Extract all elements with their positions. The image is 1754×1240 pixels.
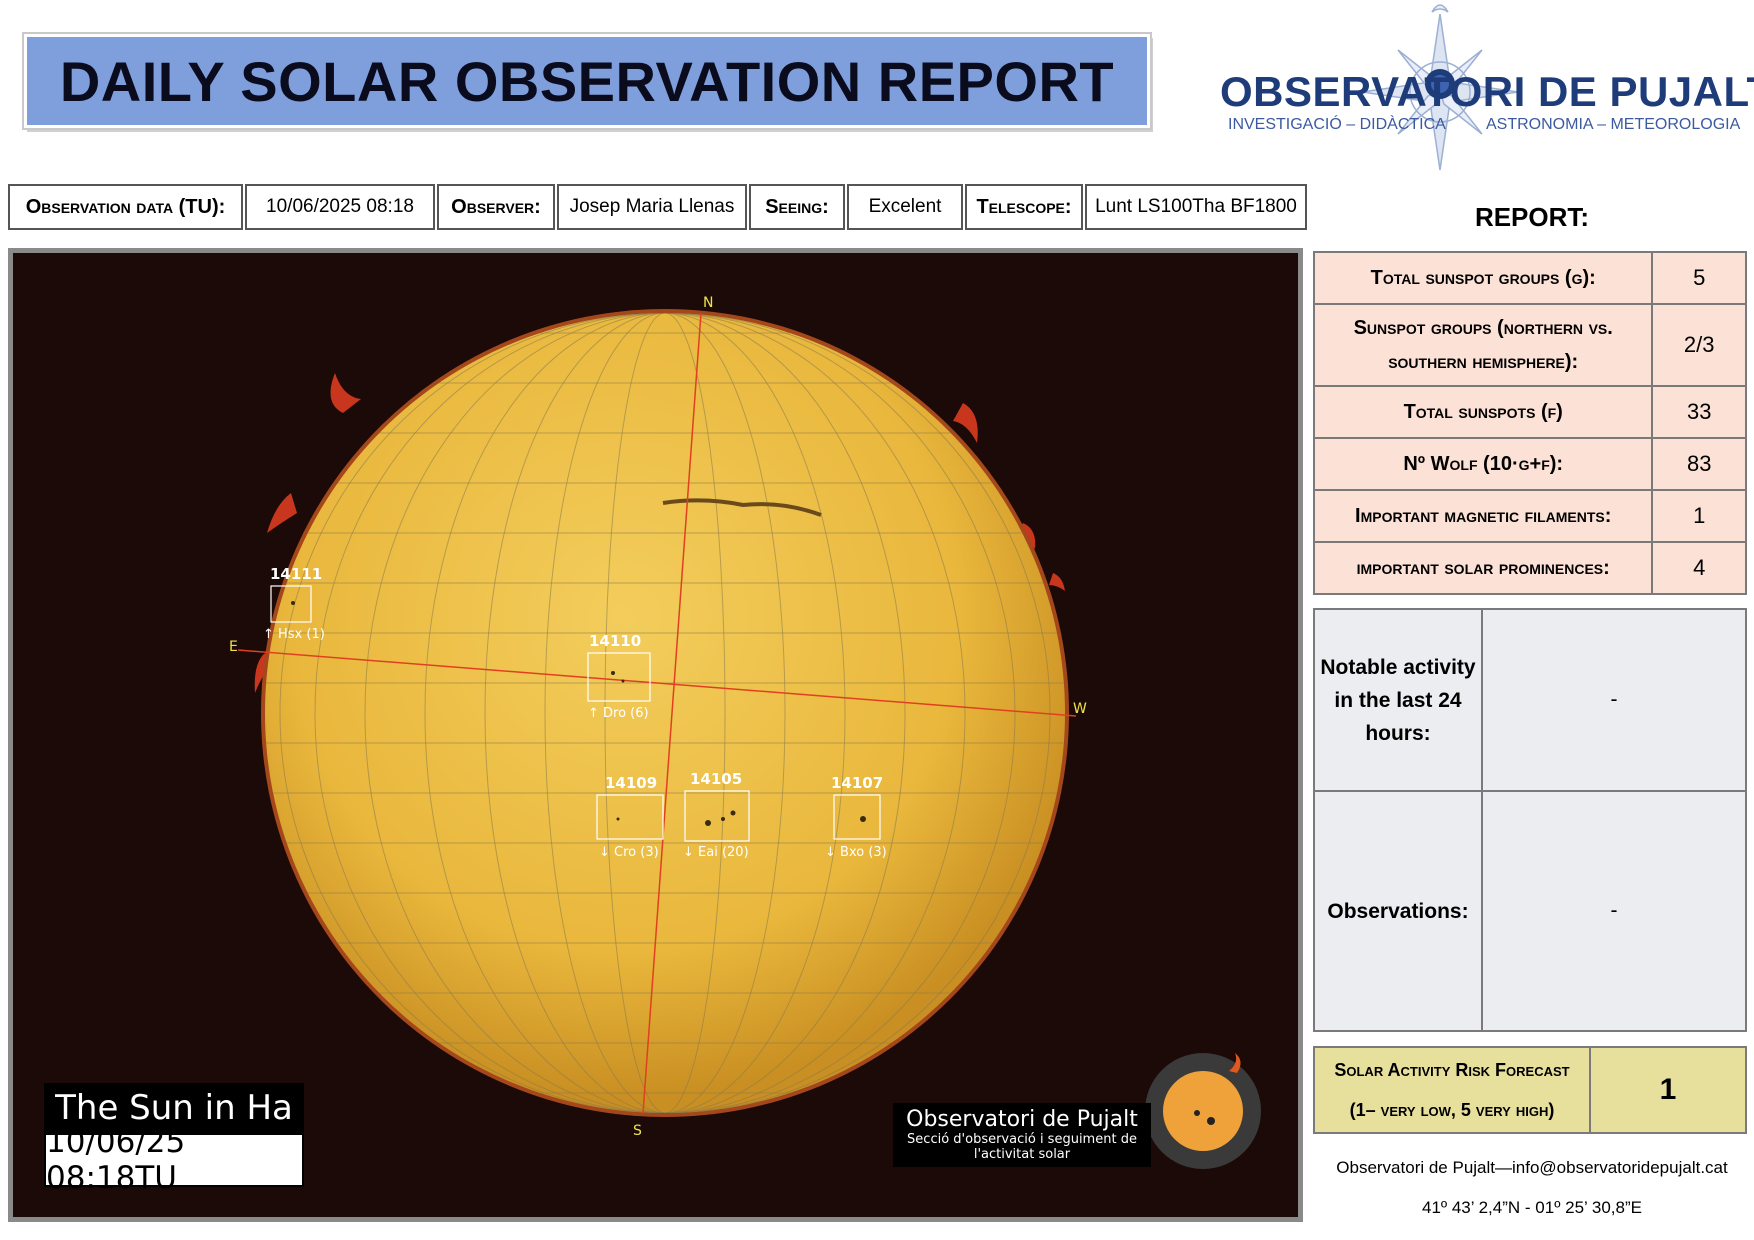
wolf-number-value: 83 [1651, 437, 1747, 491]
report-heading: REPORT: [1474, 202, 1590, 232]
region-id-14105: 14105 [690, 770, 742, 788]
report-row: Sunspot groups (northern vs. southern he… [1312, 303, 1747, 387]
observations-row: Observations: - [1313, 790, 1747, 1032]
logo-name: OBSERVATORI DE PUJALT [1220, 68, 1754, 115]
filaments-value: 1 [1651, 489, 1747, 543]
observation-date-label: Observation data (TU): [8, 184, 243, 230]
hemisphere-groups-value: 2/3 [1651, 303, 1747, 387]
image-caption-title: The Sun in Ha [44, 1083, 304, 1133]
title-banner: DAILY SOLAR OBSERVATION REPORT [22, 32, 1152, 130]
cardinal-n: N [703, 295, 713, 311]
risk-forecast-table: Solar Activity Risk Forecast (1– very lo… [1313, 1046, 1747, 1134]
region-class-14109: ↓ Cro (3) [599, 845, 659, 860]
total-groups-value: 5 [1651, 251, 1747, 305]
seeing-label: Seeing: [749, 184, 845, 230]
filaments-label: Important magnetic filaments: [1312, 489, 1654, 543]
observation-date-value: 10/06/2025 08:18 [245, 184, 435, 230]
region-class-14105: ↓ Eai (20) [683, 845, 749, 860]
watermark-name: Observatori de Pujalt [906, 1107, 1138, 1132]
telescope-label: Telescope: [965, 184, 1083, 230]
risk-forecast-label: Solar Activity Risk Forecast (1– very lo… [1313, 1046, 1591, 1134]
notes-table: Notable activity in the last 24 hours: -… [1313, 608, 1747, 1032]
region-id-14111: 14111 [270, 565, 322, 583]
watermark-subtitle-1: Secció d'observació i seguiment de [907, 1132, 1137, 1147]
observations-value: - [1481, 790, 1747, 1032]
logo-subtitle-right: ASTRONOMIA – METEOROLOGIA [1486, 116, 1741, 133]
report-row: Important magnetic filaments: 1 [1312, 489, 1747, 543]
prominences-value: 4 [1651, 541, 1747, 595]
sun-disk [265, 313, 1065, 1113]
region-id-14110: 14110 [589, 632, 641, 650]
prominences-label: important solar prominences: [1312, 541, 1654, 595]
logo-subtitle-left: INVESTIGACIÓ – DIDÀCTICA [1228, 116, 1446, 133]
cardinal-e: E [229, 639, 238, 655]
region-class-14110: ↑ Dro (6) [588, 706, 649, 721]
region-class-14107: ↓ Bxo (3) [825, 845, 887, 860]
notable-activity-label: Notable activity in the last 24 hours: [1313, 608, 1483, 792]
report-table: Total sunspot groups (g): 5 Sunspot grou… [1312, 251, 1747, 595]
wolf-number-label: Nº Wolf (10·g+f): [1312, 437, 1654, 491]
image-caption-date: 10/06/25 08:18TU [44, 1124, 304, 1196]
observations-label: Observations: [1313, 790, 1483, 1032]
sunspots [291, 601, 866, 826]
risk-forecast-value: 1 [1589, 1046, 1747, 1134]
report-row: Nº Wolf (10·g+f): 83 [1312, 437, 1747, 491]
region-class-14111: ↑ Hsx (1) [263, 627, 325, 642]
seeing-value: Excelent [847, 184, 963, 230]
solar-image: N E W S 14111 14110 14109 14105 14107 ↑ … [8, 248, 1303, 1222]
sun-emblem-icon [1145, 1053, 1261, 1169]
equator-line [237, 649, 1077, 717]
notable-activity-value: - [1481, 608, 1747, 792]
active-region-boxes [270, 585, 881, 842]
compass-rose-icon [1361, 4, 1519, 171]
report-row: important solar prominences: 4 [1312, 541, 1747, 595]
telescope-value: Lunt LS100Tha BF1800 [1085, 184, 1307, 230]
cardinal-w: W [1073, 701, 1087, 717]
region-id-14107: 14107 [831, 774, 883, 792]
notable-activity-row: Notable activity in the last 24 hours: - [1313, 608, 1747, 792]
total-groups-label: Total sunspot groups (g): [1312, 251, 1654, 305]
total-sunspots-label: Total sunspots (f) [1312, 385, 1654, 439]
observer-label: Observer: [437, 184, 555, 230]
image-watermark: Observatori de Pujalt Secció d'observaci… [893, 1103, 1151, 1167]
sun-disk-graphic: N E W S 14111 14110 14109 14105 14107 ↑ … [229, 295, 1261, 1169]
page-title: DAILY SOLAR OBSERVATION REPORT [59, 49, 1115, 113]
meridian-line [642, 312, 702, 1114]
region-id-14109: 14109 [605, 774, 657, 792]
observatory-logo: OBSERVATORI DE PUJALT INVESTIGACIÓ – DID… [1212, 4, 1754, 180]
footer-coordinates: 41º 43’ 2,4”N - 01º 25’ 30,8”E [1421, 1198, 1642, 1217]
footer-contact: Observatori de Pujalt—info@observatoride… [1336, 1158, 1728, 1177]
observer-value: Josep Maria Llenas [557, 184, 747, 230]
cardinal-s: S [633, 1123, 642, 1139]
report-row: Total sunspots (f) 33 [1312, 385, 1747, 439]
total-sunspots-value: 33 [1651, 385, 1747, 439]
hemisphere-groups-label: Sunspot groups (northern vs. southern he… [1312, 303, 1654, 387]
report-row: Total sunspot groups (g): 5 [1312, 251, 1747, 305]
risk-forecast-row: Solar Activity Risk Forecast (1– very lo… [1313, 1046, 1747, 1134]
watermark-subtitle-2: l'activitat solar [973, 1147, 1071, 1162]
